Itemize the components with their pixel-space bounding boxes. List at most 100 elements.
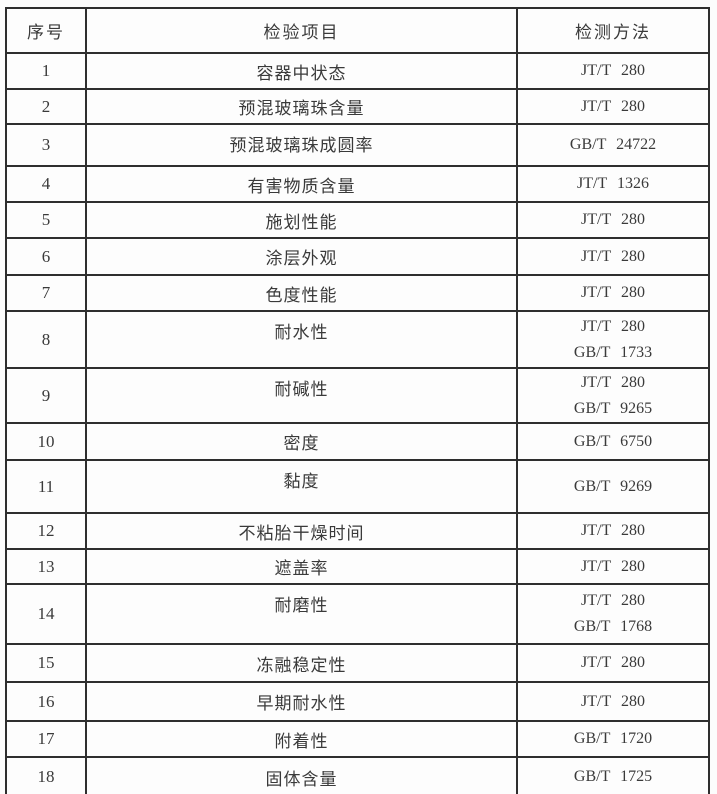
serial-number-cell: 3 xyxy=(5,123,87,167)
col-header-serial: 序号 xyxy=(5,7,87,54)
serial-number-cell: 15 xyxy=(5,643,87,683)
test-method-cell: JT/T 280 GB/T 9265 xyxy=(516,367,710,424)
inspection-item-cell: 耐磨性 xyxy=(85,583,518,645)
serial-number-cell: 12 xyxy=(5,512,87,550)
serial-number-cell: 14 xyxy=(5,583,87,645)
test-method-line: JT/T 280 xyxy=(581,317,645,335)
table-row: 6 涂层外观 JT/T 280 xyxy=(5,237,710,276)
serial-number-cell: 2 xyxy=(5,88,87,125)
test-method-line: JT/T 280 xyxy=(581,373,645,391)
inspection-table: 序号 检验项目 检测方法 1 容器中状态 JT/T 280 2 预混玻璃珠含量 JT/T … xyxy=(5,7,710,794)
test-method-cell: JT/T 1326 xyxy=(516,165,710,203)
inspection-item-cell: 密度 xyxy=(85,422,518,461)
test-method-cell: JT/T 280 xyxy=(516,201,710,239)
test-method-line: JT/T 280 xyxy=(581,522,645,539)
table-row: 7 色度性能 JT/T 280 xyxy=(5,274,710,312)
test-method-line: GB/T 9269 xyxy=(573,477,653,495)
serial-number-cell: 5 xyxy=(5,201,87,239)
test-method-cell: GB/T 24722 xyxy=(516,123,710,167)
test-method-cell: JT/T 280 xyxy=(516,548,710,585)
inspection-item-cell: 色度性能 xyxy=(85,274,518,312)
test-method-cell: JT/T 280 xyxy=(516,237,710,276)
table-row: 12 不粘胎干燥时间 JT/T 280 xyxy=(5,512,710,550)
inspection-item-cell: 冻融稳定性 xyxy=(85,643,518,683)
test-method-line: GB/T 6750 xyxy=(573,432,653,450)
test-method-cell: JT/T 280 xyxy=(516,681,710,722)
inspection-item-cell: 施划性能 xyxy=(85,201,518,239)
col-header-item: 检验项目 xyxy=(85,7,518,54)
test-method-line: GB/T 1733 xyxy=(573,343,653,361)
test-method-line: JT/T 1326 xyxy=(577,175,649,192)
table-body: 1 容器中状态 JT/T 280 2 预混玻璃珠含量 JT/T 280 3 预混玻璃珠成圆率 G… xyxy=(5,52,710,794)
serial-number-cell: 6 xyxy=(5,237,87,276)
inspection-item-cell: 预混玻璃珠含量 xyxy=(85,88,518,125)
test-method-line: JT/T 280 xyxy=(581,211,645,228)
test-method-cell: GB/T 1720 xyxy=(516,720,710,758)
test-method-cell: JT/T 280 xyxy=(516,512,710,550)
test-method-line: GB/T 9265 xyxy=(573,399,653,417)
table-row: 10 密度 GB/T 6750 xyxy=(5,422,710,461)
test-method-cell: GB/T 9269 xyxy=(516,459,710,514)
table-row: 9 耐碱性 JT/T 280 GB/T 9265 xyxy=(5,367,710,424)
test-method-line: GB/T 1768 xyxy=(573,618,653,635)
serial-number-cell: 11 xyxy=(5,459,87,514)
inspection-item-cell: 附着性 xyxy=(85,720,518,758)
table-row: 18 固体含量 GB/T 1725 xyxy=(5,756,710,794)
header-row: 序号 检验项目 检测方法 xyxy=(5,7,710,54)
test-method-cell: GB/T 1725 xyxy=(516,756,710,794)
col-header-method: 检测方法 xyxy=(516,7,710,54)
serial-number-cell: 13 xyxy=(5,548,87,585)
serial-number-cell: 18 xyxy=(5,756,87,794)
test-method-line: GB/T 1720 xyxy=(573,730,653,747)
inspection-item-cell: 涂层外观 xyxy=(85,237,518,276)
inspection-item-cell: 固体含量 xyxy=(85,756,518,794)
serial-number-cell: 1 xyxy=(5,52,87,90)
inspection-item-cell: 有害物质含量 xyxy=(85,165,518,203)
serial-number-cell: 7 xyxy=(5,274,87,312)
serial-number-cell: 16 xyxy=(5,681,87,722)
inspection-item-cell: 预混玻璃珠成圆率 xyxy=(85,123,518,167)
table-row: 3 预混玻璃珠成圆率 GB/T 24722 xyxy=(5,123,710,167)
serial-number-cell: 10 xyxy=(5,422,87,461)
table-row: 14 耐磨性 JT/T 280 GB/T 1768 xyxy=(5,583,710,645)
test-method-line: JT/T 280 xyxy=(581,62,645,79)
table-row: 16 早期耐水性 JT/T 280 xyxy=(5,681,710,722)
test-method-line: JT/T 280 xyxy=(581,97,645,115)
inspection-item-cell: 早期耐水性 xyxy=(85,681,518,722)
test-method-cell: GB/T 6750 xyxy=(516,422,710,461)
table-row: 5 施划性能 JT/T 280 xyxy=(5,201,710,239)
table-row: 2 预混玻璃珠含量 JT/T 280 xyxy=(5,88,710,125)
test-method-cell: JT/T 280 xyxy=(516,274,710,312)
table-row: 13 遮盖率 JT/T 280 xyxy=(5,548,710,585)
test-method-line: GB/T 1725 xyxy=(573,768,653,785)
inspection-item-cell: 遮盖率 xyxy=(85,548,518,585)
test-method-cell: JT/T 280 xyxy=(516,88,710,125)
test-method-line: JT/T 280 xyxy=(581,692,645,710)
inspection-item-cell: 容器中状态 xyxy=(85,52,518,90)
inspection-item-cell: 不粘胎干燥时间 xyxy=(85,512,518,550)
table-row: 1 容器中状态 JT/T 280 xyxy=(5,52,710,90)
inspection-item-cell: 耐水性 xyxy=(85,310,518,369)
inspection-item-cell: 耐碱性 xyxy=(85,367,518,424)
inspection-item-cell: 黏度 xyxy=(85,459,518,514)
table-row: 8 耐水性 JT/T 280 GB/T 1733 xyxy=(5,310,710,369)
table-row: 15 冻融稳定性 JT/T 280 xyxy=(5,643,710,683)
serial-number-cell: 17 xyxy=(5,720,87,758)
test-method-line: GB/T 24722 xyxy=(569,136,657,153)
test-method-cell: JT/T 280 GB/T 1733 xyxy=(516,310,710,369)
test-method-line: JT/T 280 xyxy=(581,654,645,671)
test-method-line: JT/T 280 xyxy=(581,557,645,575)
table-row: 11 黏度 GB/T 9269 xyxy=(5,459,710,514)
test-method-line: JT/T 280 xyxy=(581,284,645,301)
test-method-cell: JT/T 280 GB/T 1768 xyxy=(516,583,710,645)
test-method-line: JT/T 280 xyxy=(581,592,645,609)
serial-number-cell: 8 xyxy=(5,310,87,369)
test-method-cell: JT/T 280 xyxy=(516,643,710,683)
serial-number-cell: 4 xyxy=(5,165,87,203)
table-row: 4 有害物质含量 JT/T 1326 xyxy=(5,165,710,203)
test-method-line: JT/T 280 xyxy=(581,247,645,265)
table-row: 17 附着性 GB/T 1720 xyxy=(5,720,710,758)
test-method-cell: JT/T 280 xyxy=(516,52,710,90)
serial-number-cell: 9 xyxy=(5,367,87,424)
